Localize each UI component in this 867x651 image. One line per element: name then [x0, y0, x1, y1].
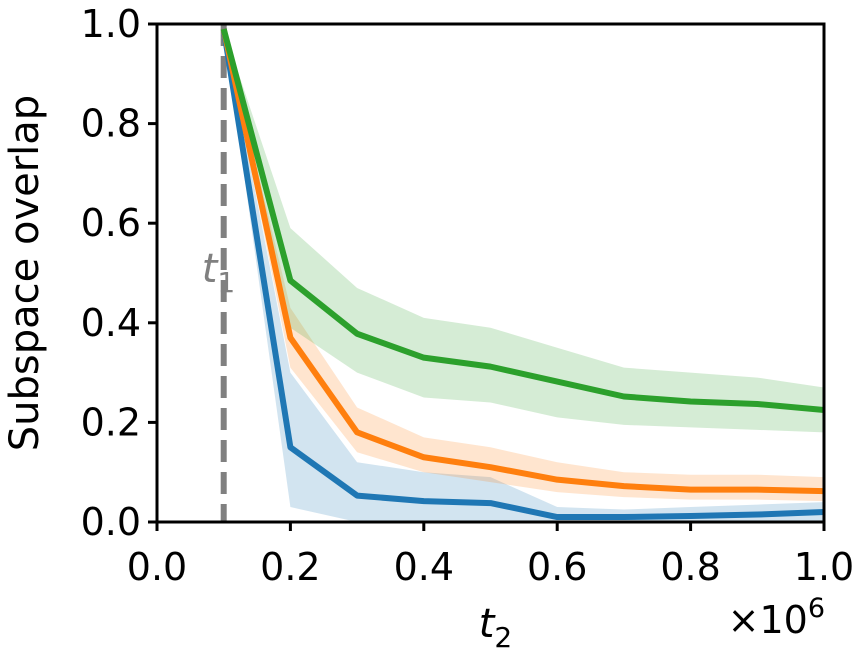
x-axis-label: t2: [479, 601, 513, 651]
series-1-line: [220, 28, 825, 495]
y-tick-label: 0.8: [81, 102, 141, 146]
confidence-bands: [223, 28, 824, 522]
series-0-line: [220, 28, 825, 521]
series-2-band: [223, 28, 824, 433]
y-tick-label: 1.0: [81, 2, 141, 46]
plot-frame: [155, 22, 826, 524]
x-tick-label: 0.6: [527, 545, 587, 589]
x-axis-ticks: 0.0 0.2 0.4 0.6 0.8 1.0: [127, 522, 854, 589]
t1-label: t1: [202, 246, 236, 299]
y-tick-label: 0.0: [81, 500, 141, 544]
x-tick-label: 0.4: [394, 545, 454, 589]
x-axis-multiplier-base: ×10: [728, 598, 808, 642]
x-axis-label-sub: 2: [494, 621, 512, 651]
x-tick-label: 1.0: [794, 545, 854, 589]
x-axis-multiplier: ×106: [728, 593, 825, 642]
x-axis-multiplier-exp: 6: [808, 593, 825, 624]
y-tick-label: 0.6: [81, 201, 141, 245]
y-axis-ticks: 0.0 0.2 0.4 0.6 0.8 1.0: [81, 2, 157, 544]
x-tick-label: 0.2: [260, 545, 320, 589]
x-tick-label: 0.8: [660, 545, 720, 589]
y-axis-label: Subspace overlap: [2, 95, 48, 451]
series-2-line: [220, 28, 825, 413]
t1-label-main: t: [202, 246, 219, 292]
y-tick-label: 0.4: [81, 301, 141, 345]
x-tick-label: 0.0: [127, 545, 187, 589]
series-lines: [220, 28, 825, 521]
t1-label-sub: 1: [217, 266, 235, 299]
y-tick-label: 0.2: [81, 400, 141, 444]
x-axis-label-main: t: [479, 601, 496, 647]
